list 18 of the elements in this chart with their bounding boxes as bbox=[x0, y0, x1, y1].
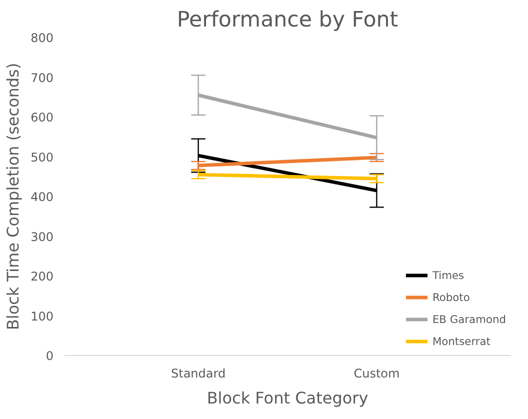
y-tick-label: 600 bbox=[30, 110, 54, 124]
y-axis-title: Block Time Completion (seconds) bbox=[4, 62, 23, 330]
y-tick-label: 400 bbox=[30, 190, 54, 204]
x-tick-label: Standard bbox=[171, 366, 226, 380]
y-tick-label: 0 bbox=[46, 349, 54, 363]
y-tick-label: 800 bbox=[30, 31, 54, 45]
chart-title: Performance by Font bbox=[176, 8, 398, 32]
x-axis-title: Block Font Category bbox=[206, 388, 368, 408]
legend-label: EB Garamond bbox=[432, 312, 506, 326]
legend-label: Montserrat bbox=[432, 334, 490, 348]
legend-label: Roboto bbox=[432, 290, 470, 304]
y-tick-label: 200 bbox=[30, 270, 54, 284]
y-tick-label: 500 bbox=[30, 150, 54, 164]
y-tick-label: 100 bbox=[30, 309, 54, 324]
y-tick-label: 700 bbox=[30, 70, 54, 85]
y-tick-label: 300 bbox=[30, 230, 54, 244]
legend-label: Times bbox=[432, 268, 464, 282]
x-tick-label: Custom bbox=[354, 366, 400, 380]
